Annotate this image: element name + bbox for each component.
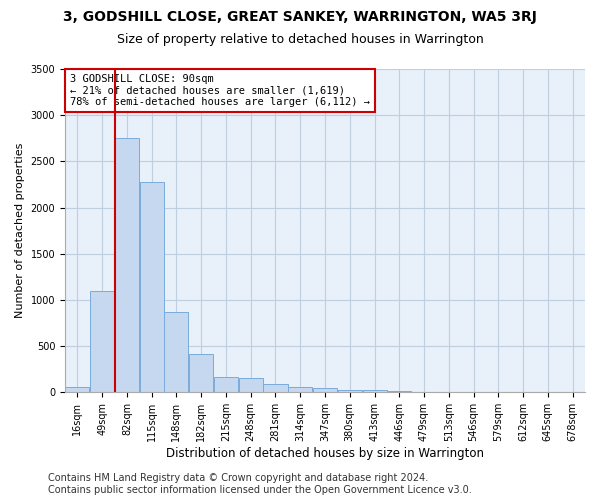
Y-axis label: Number of detached properties: Number of detached properties	[15, 143, 25, 318]
Bar	[189, 354, 213, 393]
Text: 3, GODSHILL CLOSE, GREAT SANKEY, WARRINGTON, WA5 3RJ: 3, GODSHILL CLOSE, GREAT SANKEY, WARRING…	[63, 10, 537, 24]
Bar	[313, 388, 337, 392]
Bar	[362, 390, 386, 392]
Bar	[164, 312, 188, 392]
Bar	[338, 390, 362, 392]
Bar	[214, 376, 238, 392]
X-axis label: Distribution of detached houses by size in Warrington: Distribution of detached houses by size …	[166, 447, 484, 460]
Bar	[115, 138, 139, 392]
Bar	[65, 388, 89, 392]
Bar	[90, 290, 114, 392]
Text: 3 GODSHILL CLOSE: 90sqm
← 21% of detached houses are smaller (1,619)
78% of semi: 3 GODSHILL CLOSE: 90sqm ← 21% of detache…	[70, 74, 370, 107]
Bar	[288, 388, 312, 392]
Bar	[239, 378, 263, 392]
Bar	[263, 384, 287, 392]
Text: Contains HM Land Registry data © Crown copyright and database right 2024.
Contai: Contains HM Land Registry data © Crown c…	[48, 474, 472, 495]
Text: Size of property relative to detached houses in Warrington: Size of property relative to detached ho…	[116, 32, 484, 46]
Bar	[140, 182, 164, 392]
